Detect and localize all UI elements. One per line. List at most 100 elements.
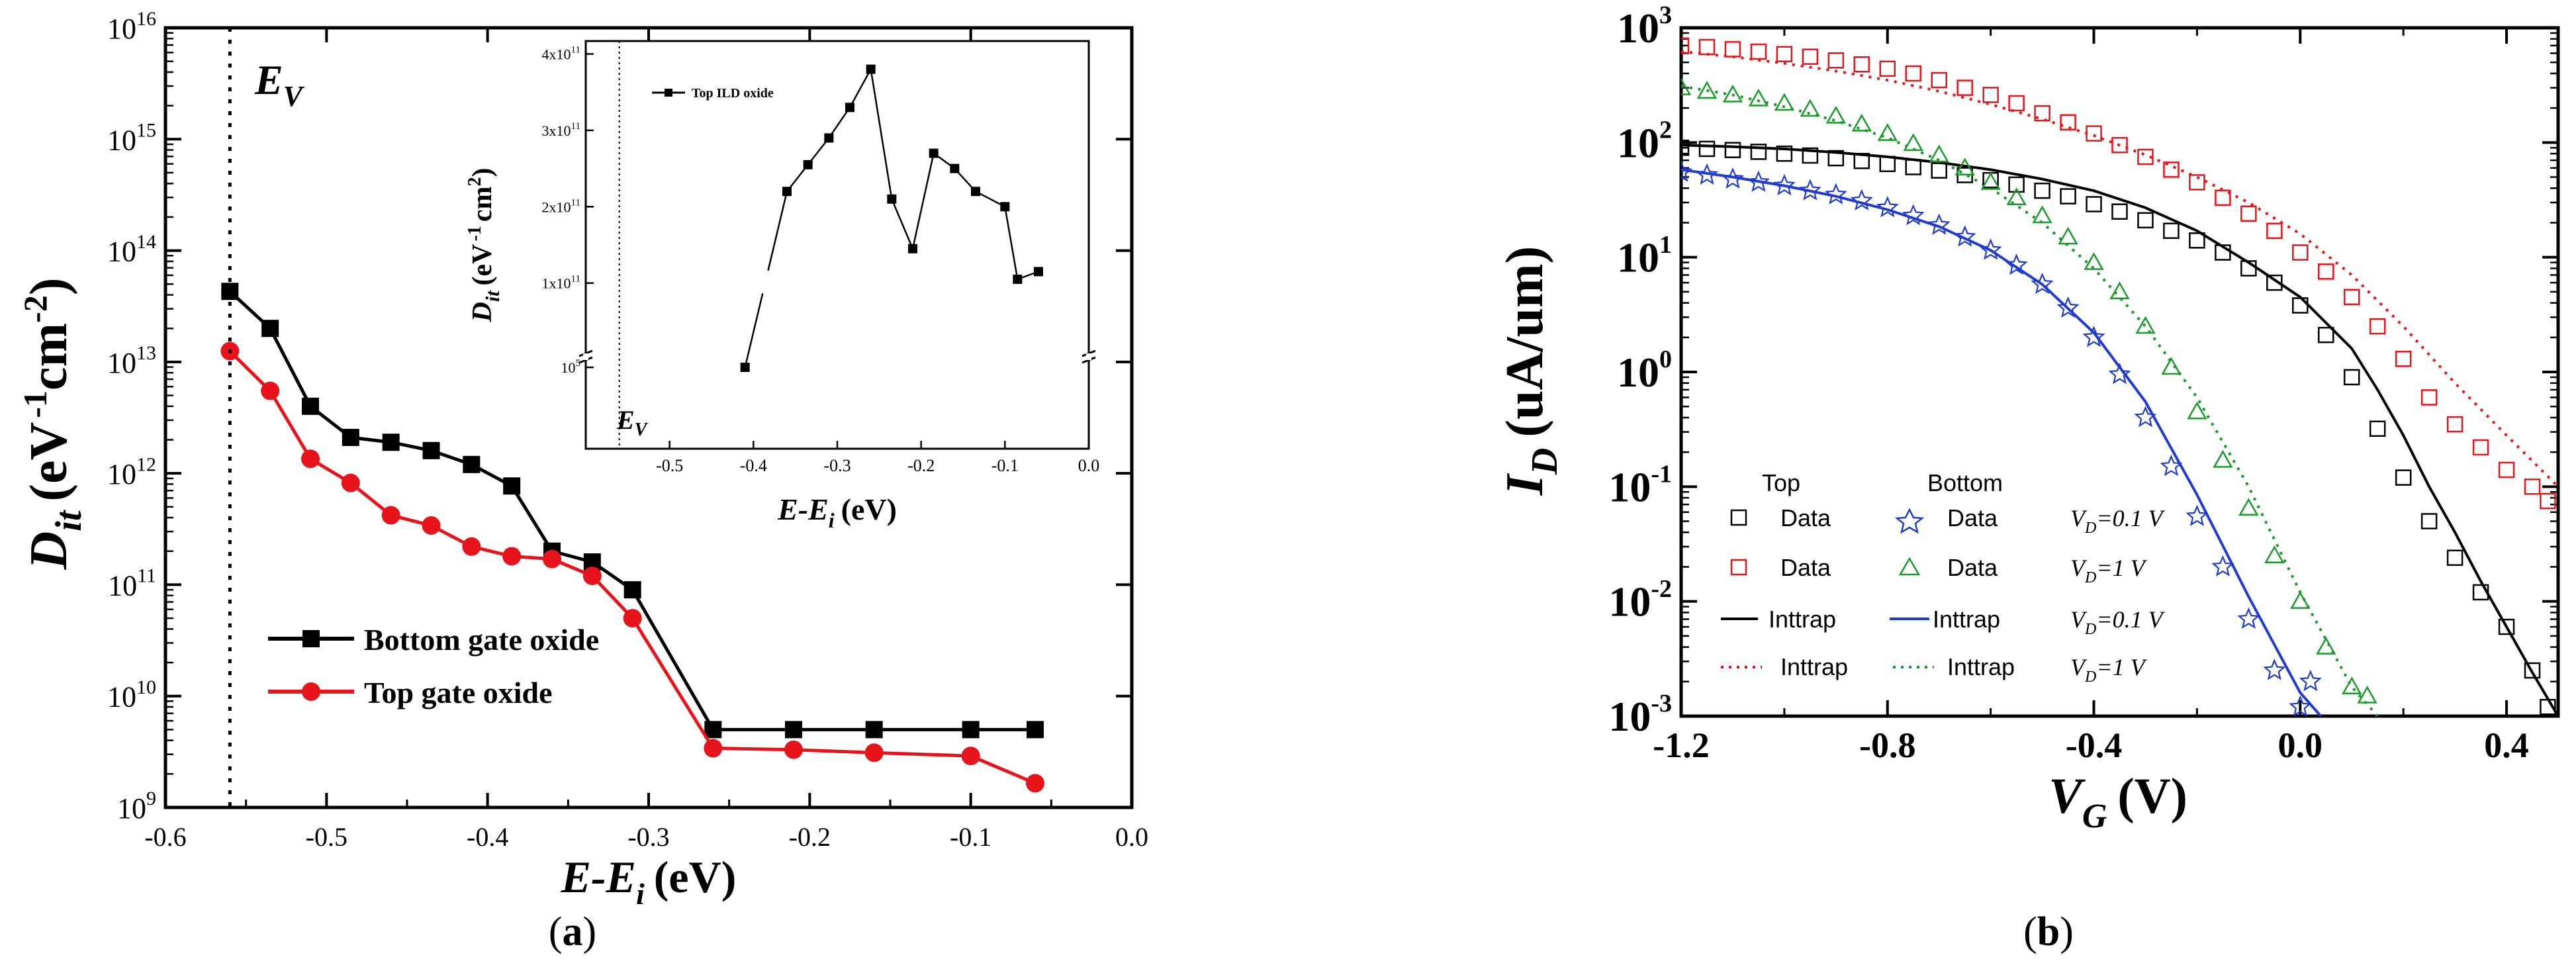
panel-b-point-triangle [2238, 498, 2259, 516]
panel-a-point-circle [704, 739, 723, 758]
panel-b-point-square [2060, 188, 2076, 205]
panel-b-y-axis-title: ID(uA/um) [1496, 246, 1565, 496]
panel-b-point-star [1798, 179, 1821, 201]
panel-b-point-square [2472, 584, 2489, 601]
panel-a-point-square [463, 455, 481, 473]
panel-b-point-square [2266, 222, 2283, 239]
panel-b-point-square [2008, 95, 2025, 112]
inset-point-square [929, 148, 939, 158]
panel-b-caption: (b) [2023, 909, 2074, 954]
panel-b-y-tick-label: 10-1 [1608, 461, 1672, 511]
inset-plot-frame [584, 40, 1090, 450]
panel-b-x-tick-label: 0.0 [2278, 725, 2323, 765]
inset-point-square [908, 244, 917, 253]
panel-b-point-square [1681, 37, 1690, 54]
panel-b-fit-line-5 [1681, 50, 2558, 488]
panel-b-point-square [2498, 618, 2515, 635]
panel-b-point-square [2343, 369, 2360, 386]
panel-b-point-star [2082, 325, 2105, 347]
panel-b-point-triangle [2357, 685, 2377, 704]
legend-row2-vd: VD=1 V [2070, 555, 2148, 586]
panel-b-point-star [1927, 213, 1951, 235]
legend-col-top: Top [1762, 469, 1800, 496]
panel-a-y-tick-label: 1015 [107, 119, 156, 156]
inset-point-square [1034, 267, 1043, 277]
panel-a-point-circle [502, 547, 522, 566]
panel-b-point-square [1802, 48, 1819, 65]
panel-b-point-square [2008, 176, 2025, 193]
inset-x-tick-label: -0.3 [823, 456, 851, 475]
panel-a-point-square [422, 441, 440, 459]
panel-b-point-square [1698, 38, 1716, 56]
panel-a-point-circle [623, 609, 642, 628]
panel-a-point-circle [961, 747, 980, 766]
panel-b-point-square [1750, 43, 1767, 60]
panel-b-point-square [1982, 87, 1999, 103]
inset-point-square [803, 160, 813, 169]
panel-b-point-square [2240, 260, 2257, 277]
panel-b-point-square [2420, 513, 2438, 529]
legend-label-top-gate-oxide: Top gate oxide [364, 676, 553, 709]
legend-square-open-red-icon [1730, 559, 1747, 576]
panel-a-series-line-1 [228, 349, 1036, 785]
panel-b-point-star [1772, 173, 1796, 196]
panel-b-plot-area [1681, 37, 2558, 716]
panel-a-x-axis-title: E-Ei (eV) [561, 852, 737, 911]
panel-b-point-triangle [2032, 205, 2052, 224]
inset-point-square [887, 194, 897, 204]
legend-square-marker-icon [302, 630, 320, 647]
legend-row1-top-label: Data [1780, 504, 1831, 531]
panel-a-point-circle [422, 516, 441, 535]
panel-b-point-triangle [1696, 81, 1718, 99]
inset-x-tick-label: -0.1 [991, 456, 1019, 475]
panel-b-point-star [2005, 253, 2028, 275]
panel-a-point-square [962, 721, 980, 739]
panel-a-point-square [623, 581, 641, 599]
panel-b-point-square [2540, 699, 2556, 715]
panel-b-point-star [1953, 225, 1976, 247]
panel-a-point-square [382, 434, 400, 451]
panel-a-x-tick-label: -0.1 [950, 822, 991, 852]
panel-a-y-tick-label: 1013 [107, 342, 156, 379]
inset-y-tick-label: 105 [561, 358, 581, 376]
panel-b-point-star [2211, 555, 2234, 576]
inset-point-square [845, 103, 854, 113]
panel-b-point-square [1698, 140, 1716, 158]
panel-a-y-tick-label: 1014 [107, 231, 156, 268]
panel-b-point-square [2524, 479, 2541, 495]
panel-b-point-square [2369, 420, 2386, 437]
panel-b-point-star [2056, 296, 2080, 318]
panel-a-y-tick-label: 1016 [107, 8, 156, 45]
panel-b-point-star [2185, 504, 2209, 526]
panel-b-point-square [2189, 232, 2205, 249]
panel-b-point-triangle [1851, 113, 1872, 132]
panel-b-y-tick-label: 103 [1617, 1, 1672, 52]
panel-a-inset-chart: -0.5 -0.4 -0.3 -0.2 -0.1 0.0 105 1x1011 2x1011 3x… [465, 40, 1100, 532]
panel-b-point-triangle [1929, 144, 1949, 163]
inset-point-square [782, 187, 792, 197]
panel-b-point-triangle [1722, 84, 1743, 103]
inset-x-tick-label: 0.0 [1078, 456, 1100, 475]
panel-b-point-square [2266, 274, 2283, 291]
inset-point-square [824, 133, 834, 143]
panel-a-point-circle [261, 381, 280, 400]
panel-b-fit-line-7 [1681, 85, 2379, 716]
panel-b-point-square [2189, 174, 2205, 191]
panel-b-point-square [1905, 65, 1921, 82]
panel-b-point-square [2498, 461, 2515, 479]
panel-b-point-square [2524, 662, 2541, 679]
panel-b-point-square [2395, 350, 2412, 367]
panel-b-point-triangle [2006, 187, 2027, 206]
inset-point-square [1013, 274, 1023, 284]
panel-a-point-square [785, 721, 802, 739]
panel-b-point-square [1853, 56, 1870, 73]
panel-a-point-square [342, 428, 359, 446]
panel-b-point-triangle [1748, 88, 1769, 107]
panel-b-point-triangle [1774, 93, 1795, 111]
panel-b-point-star [1850, 189, 1873, 210]
panel-b-point-square [1956, 79, 1973, 96]
inset-y-tick-label: 2x1011 [542, 197, 580, 215]
panel-a-point-circle [543, 549, 561, 569]
panel-a-point-circle [341, 473, 360, 492]
panel-a-legend: Bottom gate oxide Top gate oxide [268, 623, 599, 709]
